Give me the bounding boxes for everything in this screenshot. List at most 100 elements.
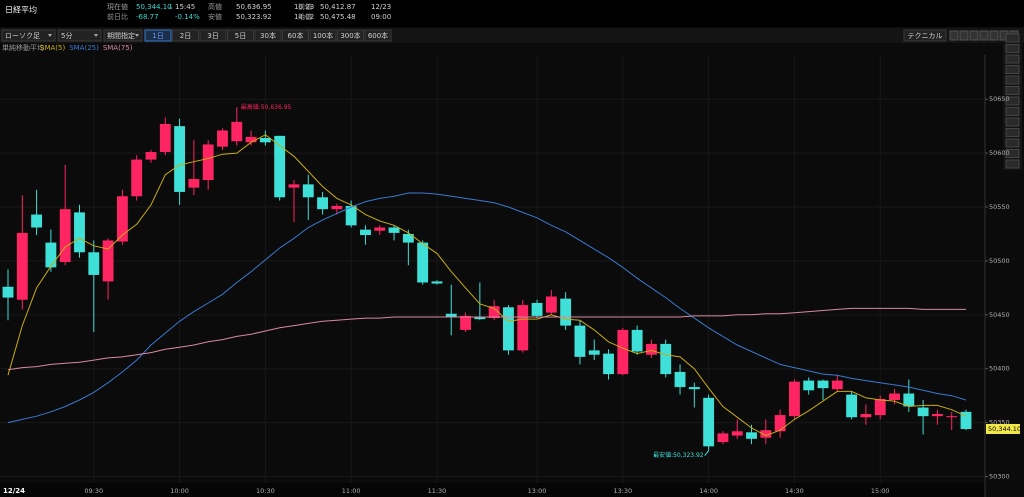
candle-body: [717, 433, 729, 443]
y-tick-label: 50600: [989, 149, 1010, 157]
range-button[interactable]: [172, 29, 199, 42]
legend-title: 単純移動平均: [2, 43, 44, 52]
tool-icon[interactable]: [969, 30, 979, 41]
candle-body: [617, 329, 629, 375]
side-icon[interactable]: [1005, 86, 1020, 95]
candle-body: [231, 121, 243, 142]
quote-extra: 10:23: [294, 3, 314, 11]
candle-body: [488, 306, 500, 319]
legend-entry: SMA(75): [103, 44, 133, 52]
side-icon[interactable]: [1005, 33, 1020, 43]
tool-icon[interactable]: [949, 30, 959, 41]
side-icon[interactable]: [1005, 75, 1020, 85]
range-label: 60本: [288, 31, 304, 40]
legend-entry: SMA(25): [69, 44, 99, 52]
range-button[interactable]: [364, 29, 392, 42]
candle-body: [474, 316, 486, 320]
candle-body: [674, 371, 686, 388]
tool-icon[interactable]: [959, 30, 969, 41]
range-button[interactable]: [199, 29, 227, 42]
quote-extra: 14:02: [294, 13, 314, 21]
y-tick-label: 50500: [989, 257, 1010, 265]
side-icon[interactable]: [1005, 117, 1020, 127]
tool-icon[interactable]: [979, 30, 989, 41]
quote-value: 50,344.10: [136, 3, 172, 11]
candle-body: [417, 242, 429, 283]
candle-body: [531, 302, 543, 316]
candle-body: [889, 393, 900, 400]
range-button[interactable]: [282, 29, 309, 42]
range-button[interactable]: [337, 29, 364, 42]
range-button[interactable]: [254, 29, 282, 42]
candle-body: [445, 313, 457, 317]
candles: [2, 113, 972, 451]
candle-body: [116, 196, 128, 242]
x-tick-label: 09:30: [84, 487, 103, 495]
candle-body: [74, 212, 85, 253]
select-box[interactable]: [103, 29, 143, 42]
side-icon[interactable]: [1005, 138, 1020, 148]
side-icon[interactable]: [1005, 96, 1020, 106]
quote-label: 安値: [208, 12, 222, 21]
candle-body: [645, 343, 657, 355]
range-button[interactable]: [144, 29, 172, 42]
candle-body: [460, 315, 471, 330]
candle-body: [960, 411, 972, 429]
side-icon[interactable]: [1005, 128, 1020, 137]
annotation-leader: [704, 450, 710, 457]
candle-body: [331, 205, 343, 210]
side-icon[interactable]: [1005, 44, 1020, 53]
candle-body: [302, 184, 314, 198]
range-button[interactable]: [227, 29, 254, 42]
side-icon[interactable]: [1005, 149, 1020, 158]
side-icon[interactable]: [1005, 107, 1020, 116]
candle-body: [846, 394, 858, 418]
candle-body: [16, 232, 28, 300]
quote-label: 高値: [208, 2, 222, 11]
sma-line: [7, 192, 967, 424]
candle-body: [131, 159, 143, 197]
range-label: 600本: [368, 31, 388, 40]
x-tick-label: 10:30: [256, 487, 275, 495]
candle-body: [860, 414, 872, 418]
x-tick-label: 11:30: [428, 487, 447, 495]
y-tick-label: 50450: [989, 311, 1010, 319]
select-arrow: [48, 34, 52, 37]
candle-body: [59, 209, 71, 262]
range-label: 100本: [313, 31, 333, 40]
candle-body: [217, 130, 228, 147]
side-icon[interactable]: [1005, 65, 1020, 74]
range-label: 3日: [207, 32, 218, 40]
range-label: 2日: [180, 32, 191, 40]
range-label: 300本: [340, 31, 360, 40]
candle-body: [431, 281, 443, 284]
range-button[interactable]: [309, 29, 337, 42]
candle-body: [803, 380, 815, 391]
quote-value: -68.77: [136, 13, 159, 21]
candle-body: [2, 286, 14, 298]
sma-line: [7, 307, 966, 371]
candle-body: [503, 307, 514, 351]
legend-entry: SMA(5): [40, 44, 65, 52]
side-icon[interactable]: [1005, 159, 1020, 169]
y-tick-label: 50650: [989, 95, 1010, 103]
candle-body: [931, 414, 943, 417]
select-box[interactable]: [1, 29, 56, 42]
tool-icon[interactable]: [989, 30, 999, 41]
price-tag-label: 50,344.10: [988, 425, 1021, 433]
candle-body: [631, 329, 643, 352]
side-icon[interactable]: [1005, 54, 1020, 64]
time-axis: [0, 483, 985, 497]
candle-body: [788, 381, 800, 417]
date-label: 12/24: [3, 487, 25, 495]
price-tag: [986, 423, 1020, 434]
candle-body: [560, 298, 572, 326]
x-tick-label: 14:30: [785, 487, 804, 495]
candle-body: [345, 205, 357, 226]
technical-button[interactable]: [903, 29, 947, 42]
candle-body: [688, 387, 700, 390]
candle-body: [145, 152, 157, 160]
candle-body: [545, 296, 557, 313]
select-box[interactable]: [57, 29, 102, 42]
quote-label: 始値: [298, 12, 312, 21]
